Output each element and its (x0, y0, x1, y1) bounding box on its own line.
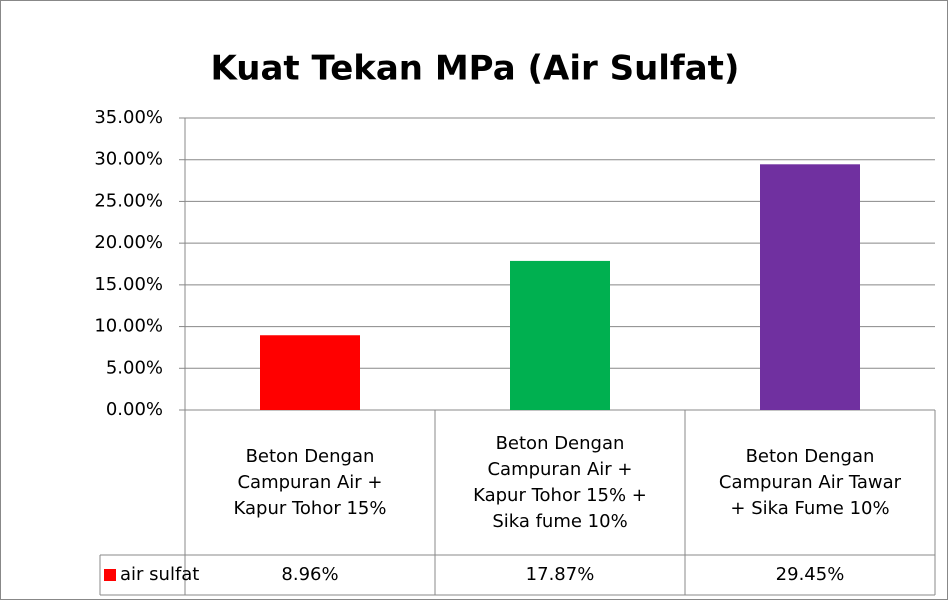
x-tick-label: Beton Dengan Campuran Air Tawar + Sika F… (718, 445, 902, 519)
y-tick-label: 20.00% (94, 232, 163, 253)
data-label: 29.45% (776, 564, 845, 585)
bar (760, 164, 860, 410)
chart-title: Kuat Tekan MPa (Air Sulfat) (211, 49, 740, 89)
y-tick-label: 0.00% (106, 399, 163, 420)
x-tick-label: Beton Dengan Campuran Air + Kapur Tohor … (233, 445, 387, 519)
data-label: 8.96% (281, 564, 338, 585)
legend-label: air sulfat (120, 564, 199, 585)
legend-key (104, 569, 116, 581)
y-tick-label: 35.00% (94, 107, 163, 128)
y-tick-label: 5.00% (106, 357, 163, 378)
x-tick-label: Beton Dengan Campuran Air + Kapur Tohor … (473, 432, 647, 532)
data-label: 17.87% (526, 564, 595, 585)
y-tick-label: 30.00% (94, 149, 163, 170)
y-tick-label: 10.00% (94, 316, 163, 337)
bar (260, 335, 360, 410)
bar (510, 260, 610, 410)
y-tick-label: 15.00% (94, 274, 163, 295)
y-tick-label: 25.00% (94, 190, 163, 211)
